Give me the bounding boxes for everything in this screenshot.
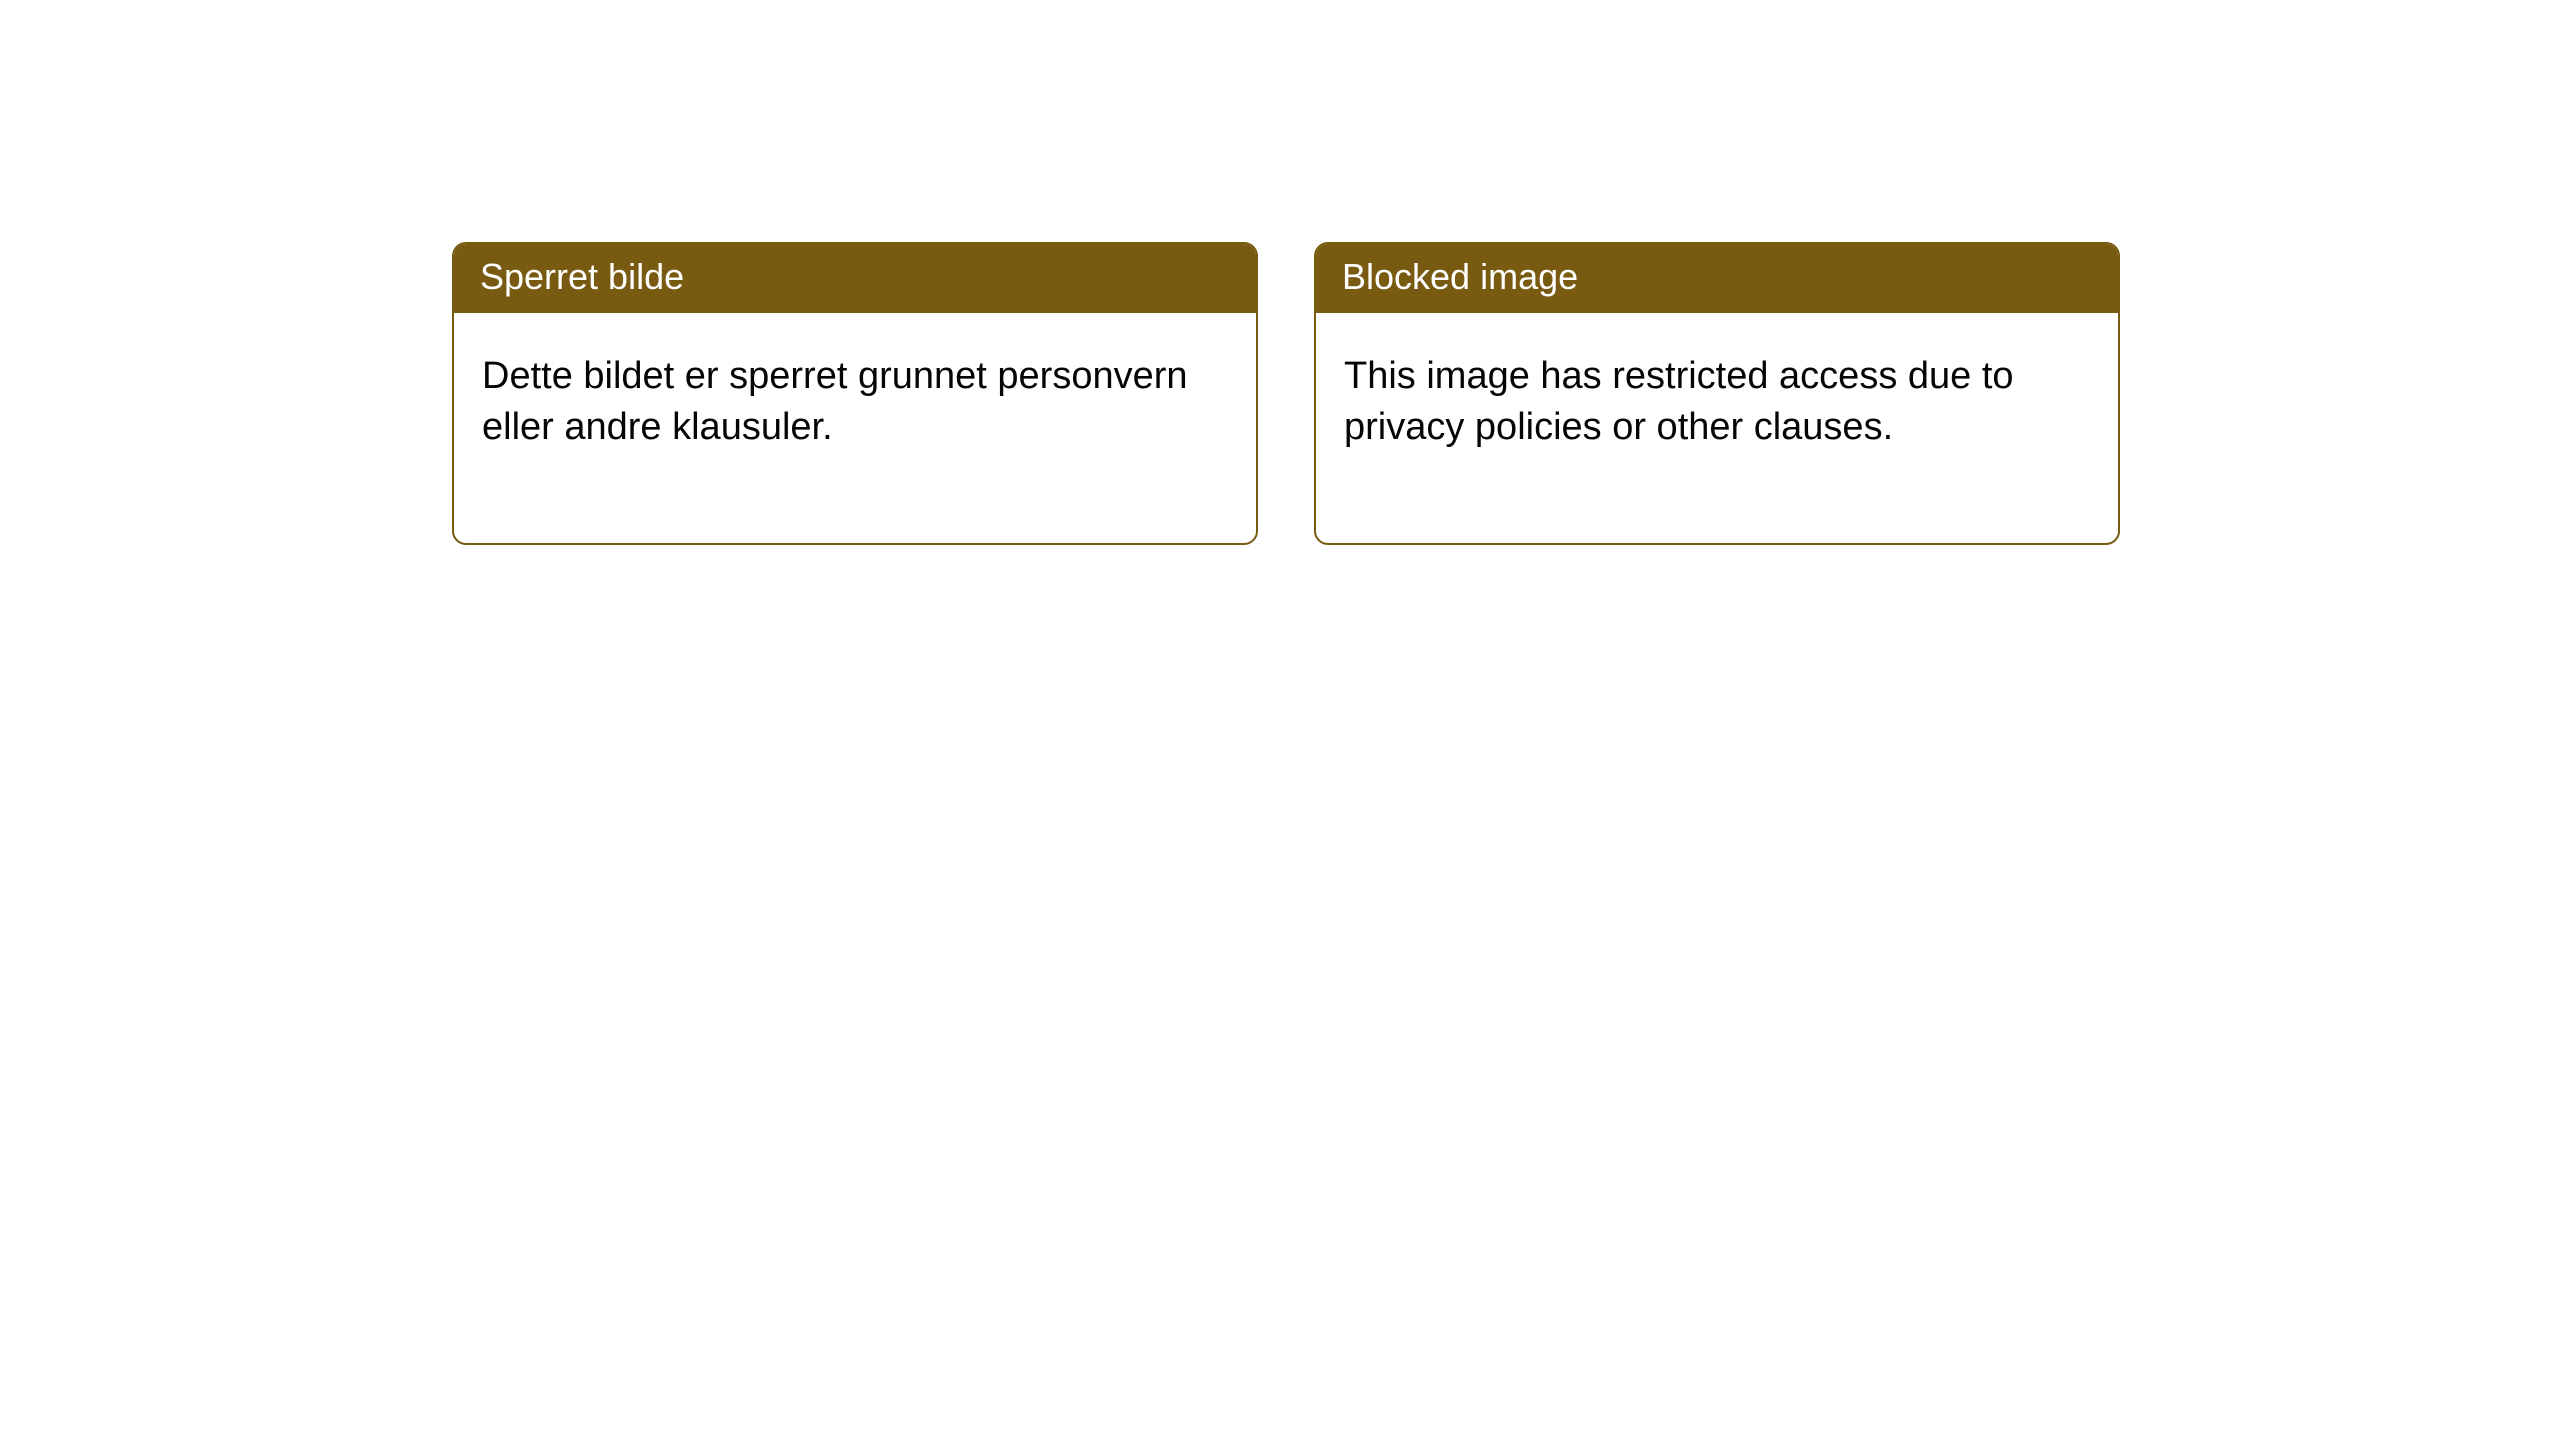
notice-card-body: This image has restricted access due to … [1316, 313, 2118, 544]
notice-card-header: Sperret bilde [454, 244, 1256, 313]
notice-body-text: This image has restricted access due to … [1344, 355, 2014, 448]
notice-body-text: Dette bildet er sperret grunnet personve… [482, 355, 1188, 448]
notice-title: Sperret bilde [480, 256, 684, 297]
notice-card-header: Blocked image [1316, 244, 2118, 313]
notice-card-english: Blocked image This image has restricted … [1314, 242, 2120, 545]
notice-title: Blocked image [1342, 256, 1578, 297]
notice-card-body: Dette bildet er sperret grunnet personve… [454, 313, 1256, 544]
notice-card-norwegian: Sperret bilde Dette bildet er sperret gr… [452, 242, 1258, 545]
notice-container: Sperret bilde Dette bildet er sperret gr… [0, 0, 2560, 545]
